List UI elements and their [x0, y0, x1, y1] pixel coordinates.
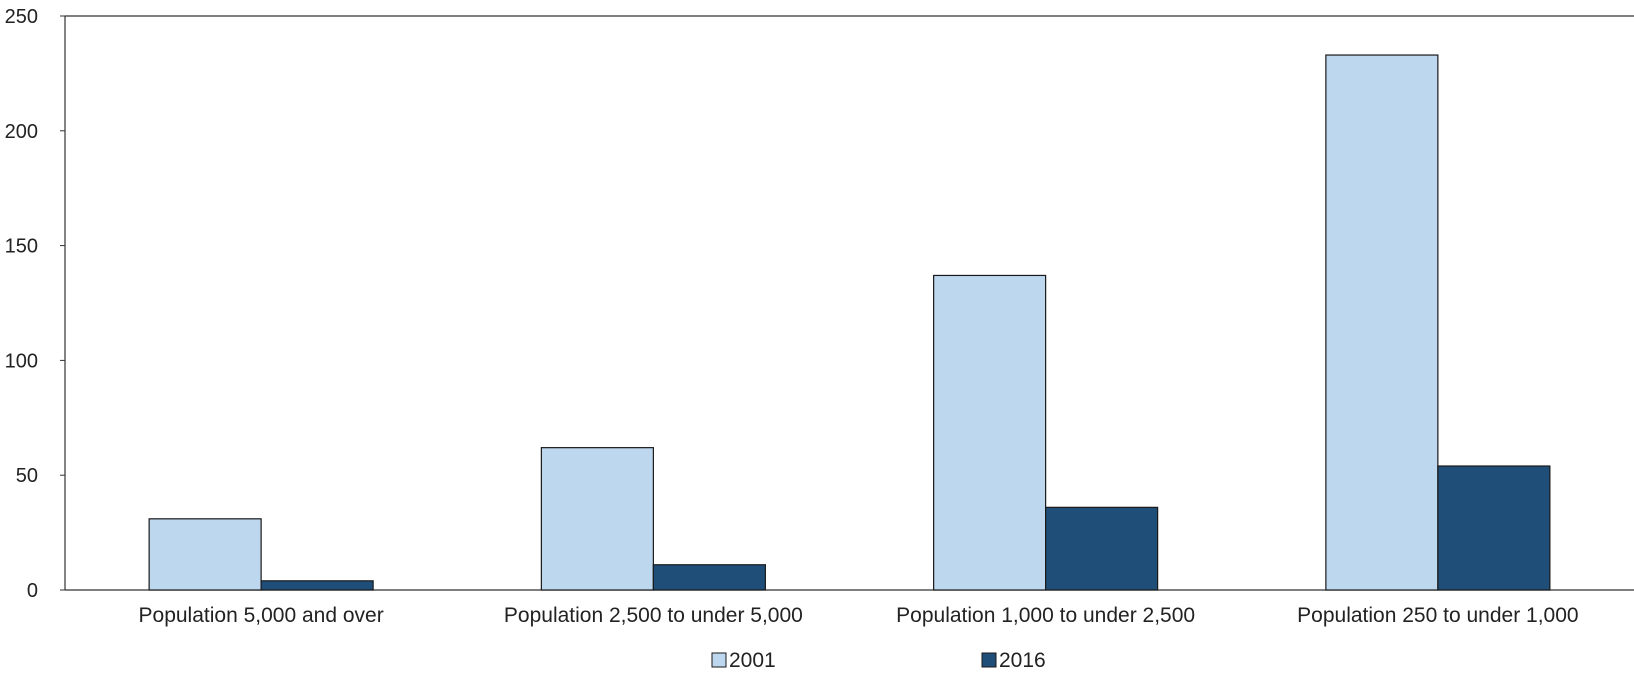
y-tick-label: 150: [5, 236, 38, 258]
chart-labels: 0 50 100 150 200 250 Population 5,000 and over…: [5, 6, 1579, 627]
chart-bars: [148, 54, 1551, 591]
bar-2016-2: [652, 564, 766, 591]
x-category-label: Population 2,500 to under 5,000: [504, 604, 803, 627]
legend-label-2001: 2001: [729, 649, 776, 672]
y-tick-label: 100: [5, 350, 38, 372]
chart-legend: 2001 2016: [711, 649, 1046, 672]
y-tick-label: 0: [27, 580, 38, 602]
x-category-label: Population 250 to under 1,000: [1297, 604, 1578, 627]
bar-2001-2: [540, 447, 654, 591]
bar-2016-3: [1045, 506, 1159, 591]
x-category-label: Population 1,000 to under 2,500: [896, 604, 1195, 627]
y-tick-label: 50: [16, 465, 38, 487]
bar-2016-1: [260, 580, 374, 591]
legend-swatch-2016: [981, 652, 997, 668]
bar-2001-3: [933, 274, 1047, 591]
bar-2016-4: [1437, 465, 1551, 591]
x-category-label: Population 5,000 and over: [139, 604, 384, 627]
bar-2001-4: [1325, 54, 1439, 591]
legend-swatch-2001: [711, 652, 727, 668]
y-tick-label: 200: [5, 121, 38, 143]
y-tick-label: 250: [5, 6, 38, 28]
bar-2001-1: [148, 518, 262, 591]
legend-label-2016: 2016: [999, 649, 1046, 672]
